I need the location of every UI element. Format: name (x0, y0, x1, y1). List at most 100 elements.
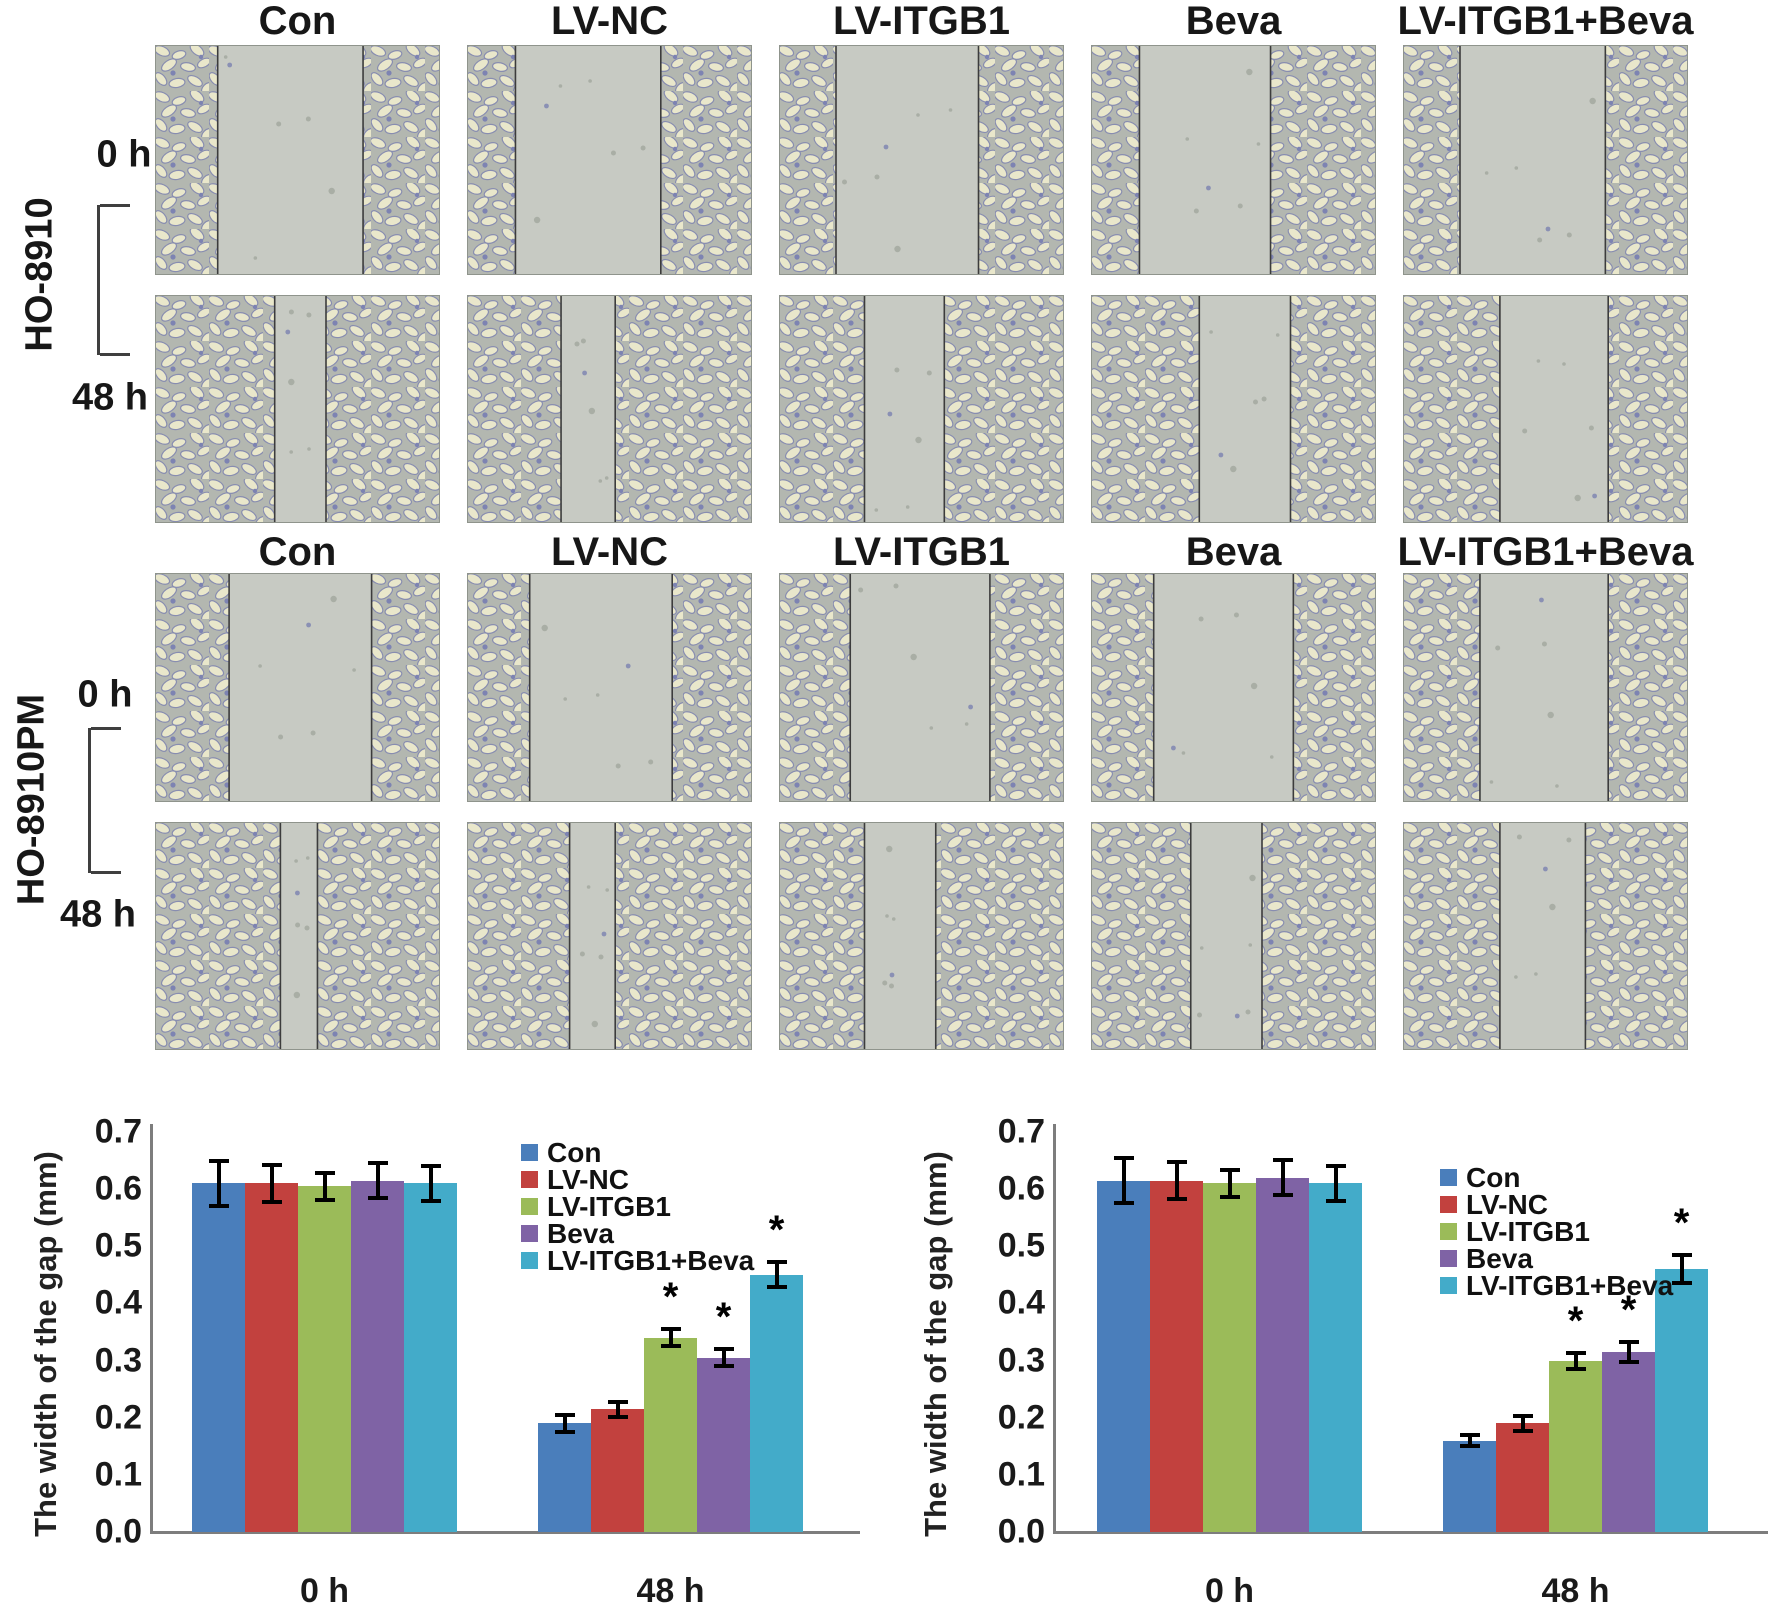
micrograph-ho-8910pm-48h-lv-itgb1 (779, 822, 1064, 1050)
cell-line-label-ho8910: HO-8910 (18, 197, 61, 352)
column-header-beva: Beva (1185, 530, 1282, 574)
error-bar-cap-top (261, 1163, 282, 1168)
error-bar (1679, 1254, 1684, 1284)
error-bar (1573, 1352, 1578, 1369)
micrograph-ho-8910pm-48h-con (155, 822, 440, 1050)
error-bar (216, 1160, 221, 1207)
legend-swatch-lv-nc (1440, 1196, 1457, 1213)
legend-label-lv-itgb1: LV-ITGB1 (547, 1191, 671, 1222)
bar-lv-nc (1496, 1423, 1549, 1532)
error-bar (1174, 1162, 1179, 1199)
micrograph-ho-8910pm-48h-lv-nc (467, 822, 752, 1050)
error-bar-cap-bottom (1113, 1201, 1134, 1206)
error-bar-cap-top (660, 1327, 681, 1332)
error-bar (1626, 1341, 1631, 1363)
timepoint-label: 48 h (59, 893, 137, 936)
error-bar-cap-top (1113, 1155, 1134, 1160)
micrograph-ho-8910pm-48h-beva (1091, 822, 1376, 1050)
error-bar-cap-bottom (766, 1285, 787, 1290)
error-bar (428, 1166, 433, 1201)
error-bar-cap-bottom (660, 1344, 681, 1349)
y-tick-label: 0.6 (997, 1169, 1045, 1208)
y-tick-label: 0.5 (997, 1226, 1045, 1265)
legend-label-con: Con (547, 1137, 602, 1168)
x-category-label: 48 h (636, 1572, 705, 1610)
legend-swatch-lv-itgb1 (1440, 1223, 1457, 1240)
bar-lv-nc (591, 1409, 644, 1532)
bar-lv-itgb1-beva (1309, 1183, 1362, 1532)
micrograph-ho-8910-48h-lv-itgb1-beva (1403, 295, 1688, 523)
column-header-con: Con (258, 530, 337, 574)
legend-label-con: Con (1466, 1162, 1521, 1193)
bar-beva (351, 1180, 404, 1532)
micrograph-ho-8910-0h-lv-itgb1 (779, 45, 1064, 275)
error-bar-cap-bottom (208, 1204, 229, 1209)
y-tick-label: 0.5 (94, 1226, 142, 1265)
legend-swatch-beva (1440, 1250, 1457, 1267)
error-bar (615, 1401, 620, 1417)
bar-con (1443, 1440, 1496, 1532)
legend-label-lv-itgb1-beva: LV-ITGB1+Beva (547, 1245, 755, 1276)
error-bar-cap-top (713, 1347, 734, 1352)
cell-line-label-ho8910pm: HO-8910PM (10, 693, 53, 906)
bar-lv-itgb1 (1549, 1360, 1602, 1532)
bar-lv-nc (245, 1183, 298, 1532)
micrograph-ho-8910-0h-con (155, 45, 440, 275)
significance-star: * (715, 1295, 732, 1340)
micrograph-ho-8910pm-0h-lv-itgb1 (779, 573, 1064, 802)
y-tick-label: 0.2 (997, 1398, 1045, 1437)
y-tick-label: 0.4 (997, 1283, 1045, 1322)
error-bar (1121, 1157, 1126, 1204)
bar-beva (697, 1357, 750, 1532)
error-bar-cap-bottom (1671, 1281, 1692, 1286)
timepoint-label: 0 h (96, 133, 152, 176)
y-tick-label: 0.7 (997, 1112, 1045, 1151)
bar-con (538, 1423, 591, 1532)
y-tick-label: 0.1 (997, 1455, 1045, 1494)
error-bar-cap-bottom (1512, 1428, 1533, 1433)
legend-label-beva: Beva (547, 1218, 614, 1249)
significance-star: * (662, 1275, 679, 1320)
column-header-lv-nc: LV-NC (550, 530, 669, 574)
bar-lv-itgb1 (1203, 1183, 1256, 1532)
error-bar-cap-bottom (607, 1414, 628, 1419)
micrograph-ho-8910-0h-lv-nc (467, 45, 752, 275)
significance-star: * (1673, 1200, 1690, 1245)
legend-swatch-lv-nc (521, 1171, 538, 1188)
error-bar-cap-bottom (261, 1199, 282, 1204)
error-bar-cap-bottom (713, 1364, 734, 1369)
error-bar-cap-top (208, 1158, 229, 1163)
y-axis-line (150, 1124, 153, 1532)
legend-swatch-lv-itgb1 (521, 1198, 538, 1215)
bar-lv-itgb1-beva (404, 1183, 457, 1532)
y-tick-label: 0.6 (94, 1169, 142, 1208)
timepoint-label: 48 h (71, 376, 149, 419)
bar-lv-nc (1150, 1180, 1203, 1532)
bar-lv-itgb1 (644, 1337, 697, 1532)
error-bar-cap-bottom (554, 1430, 575, 1434)
bar-con (1097, 1180, 1150, 1532)
x-axis-line (150, 1531, 860, 1534)
micrograph-ho-8910-48h-lv-itgb1 (779, 295, 1064, 523)
significance-star: * (1620, 1287, 1637, 1332)
error-bar (322, 1172, 327, 1200)
y-tick-label: 0.0 (94, 1512, 142, 1551)
y-tick-label: 0.0 (997, 1512, 1045, 1551)
micrograph-ho-8910pm-0h-lv-itgb1-beva (1403, 573, 1688, 802)
legend-swatch-beva (521, 1225, 538, 1242)
legend-swatch-lv-itgb1-beva (521, 1252, 538, 1269)
bar-lv-itgb1-beva (750, 1274, 803, 1532)
micrograph-ho-8910-0h-beva (1091, 45, 1376, 275)
legend-label-lv-itgb1-beva: LV-ITGB1+Beva (1466, 1270, 1674, 1301)
error-bar-cap-top (420, 1164, 441, 1169)
error-bar (562, 1414, 567, 1432)
y-axis-line (1053, 1124, 1056, 1532)
micrograph-ho-8910-48h-beva (1091, 295, 1376, 523)
micrograph-ho-8910pm-0h-con (155, 573, 440, 802)
row-span-bracket-ho8910pm (88, 727, 121, 874)
error-bar-cap-bottom (420, 1198, 441, 1203)
micrograph-ho-8910-48h-con (155, 295, 440, 523)
error-bar (1333, 1166, 1338, 1201)
x-category-label: 0 h (1204, 1572, 1255, 1610)
